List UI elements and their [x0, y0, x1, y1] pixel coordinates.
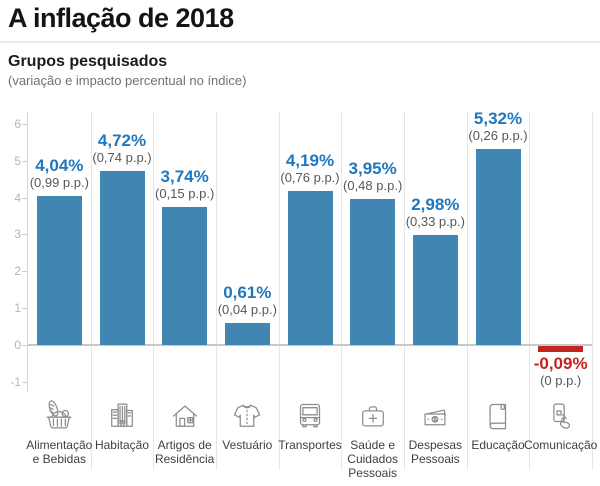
page-title: A inflação de 2018: [8, 3, 234, 33]
value-impact: (0,33 p.p.): [405, 214, 465, 230]
bar-value-label: 5,32% (0,26 p.p.): [453, 109, 543, 144]
bar-value-label: 4,19% (0,76 p.p.): [265, 151, 355, 186]
value-impact: (0,26 p.p.): [468, 127, 528, 143]
bar-9: [538, 346, 584, 352]
column-separator: [90, 112, 92, 470]
value-percent: 2,98%: [411, 195, 460, 215]
column-separator: [216, 112, 217, 470]
category-label: Comunicação: [523, 438, 598, 452]
category-label: Artigos de Residência: [154, 438, 215, 466]
bar-value-label: 4,04% (0,99 p.p.): [14, 156, 104, 191]
bar-5: [287, 190, 333, 345]
value-percent: -0,09%: [533, 354, 588, 373]
column-separator: [341, 112, 343, 470]
y-axis-tick-mark: [22, 308, 27, 310]
column-separator: [592, 112, 593, 470]
title-divider: [0, 41, 600, 43]
house-icon: [166, 397, 204, 435]
y-axis-tick-mark: [22, 271, 27, 273]
y-axis-tick-mark: [22, 345, 27, 346]
value-percent: 5,32%: [473, 108, 523, 128]
bar-value-label: -0,09% (0 p.p.): [516, 354, 600, 389]
column-separator: [529, 112, 531, 470]
money-icon: $: [416, 397, 454, 435]
bar-value-label: 3,95% (0,48 p.p.): [328, 159, 418, 194]
y-axis-tick-mark: [22, 197, 27, 199]
category-label: Educação: [471, 438, 525, 452]
value-impact: (0,76 p.p.): [280, 169, 340, 185]
bar-4: [224, 322, 270, 345]
category-label: Saúde e Cuidados Pessoais: [347, 438, 398, 480]
y-axis-tick-label: 5: [14, 153, 21, 168]
bar-value-label: 4,72% (0,74 p.p.): [77, 131, 167, 166]
value-percent: 4,72%: [97, 131, 147, 151]
column-separator: [466, 112, 468, 470]
y-axis-tick-label: 6: [14, 116, 21, 131]
value-impact: (0,99 p.p.): [29, 175, 89, 191]
y-axis-tick-mark: [22, 160, 27, 162]
value-impact: (0,15 p.p.): [155, 186, 215, 202]
first-aid-icon: [354, 397, 392, 435]
value-percent: 0,61%: [223, 282, 272, 302]
value-percent: 3,95%: [348, 159, 397, 179]
y-axis-tick-label: 3: [14, 227, 21, 242]
y-axis-tick-mark: [22, 123, 27, 125]
value-percent: 3,74%: [160, 167, 209, 187]
y-axis-line: [27, 112, 28, 392]
column-separator: [404, 112, 405, 470]
y-axis-tick-label: 1: [14, 301, 21, 316]
buildings-icon: [103, 397, 141, 435]
bar-8: [475, 148, 521, 345]
y-axis-tick-label: 2: [14, 264, 21, 279]
bar-2: [99, 171, 145, 345]
column-separator: [278, 112, 280, 470]
bar-3: [162, 207, 208, 345]
category-label: Vestuário: [222, 438, 273, 452]
y-axis-tick-label: 0: [14, 338, 21, 352]
y-axis-tick-label: -1: [10, 374, 21, 389]
value-impact: (0,04 p.p.): [217, 301, 277, 317]
bar-value-label: 2,98% (0,33 p.p.): [390, 195, 480, 230]
column-separator: [153, 112, 155, 470]
value-impact: (0,74 p.p.): [92, 150, 152, 166]
bar-1: [36, 196, 82, 345]
chart-title: Grupos pesquisados: [8, 53, 168, 70]
zero-baseline: [28, 344, 592, 346]
chart-subtitle: (variação e impacto percentual no índice…: [8, 73, 247, 88]
value-percent: 4,19%: [285, 150, 335, 170]
category-label: Alimentação e Bebidas: [26, 438, 93, 466]
category-label: Despesas Pessoais: [408, 438, 463, 466]
bar-7: [412, 235, 458, 345]
value-percent: 4,04%: [35, 156, 84, 176]
bus-icon: [291, 397, 329, 435]
food-basket-icon: [40, 397, 78, 435]
y-axis-tick-label: 4: [14, 190, 21, 205]
category-label: Transportes: [278, 438, 342, 452]
shirt-icon: [228, 397, 266, 435]
y-axis-tick-mark: [22, 381, 27, 383]
svg-text:$: $: [434, 417, 438, 424]
category-label: Habitação: [94, 438, 150, 452]
value-impact: (0 p.p.): [540, 373, 582, 388]
bar-6: [350, 199, 396, 345]
bar-value-label: 0,61% (0,04 p.p.): [202, 283, 292, 318]
bar-value-label: 3,74% (0,15 p.p.): [140, 167, 230, 202]
value-impact: (0,48 p.p.): [343, 178, 403, 194]
y-axis-tick-mark: [22, 234, 27, 236]
phone-hand-icon: [542, 397, 580, 435]
book-icon: [479, 397, 517, 435]
